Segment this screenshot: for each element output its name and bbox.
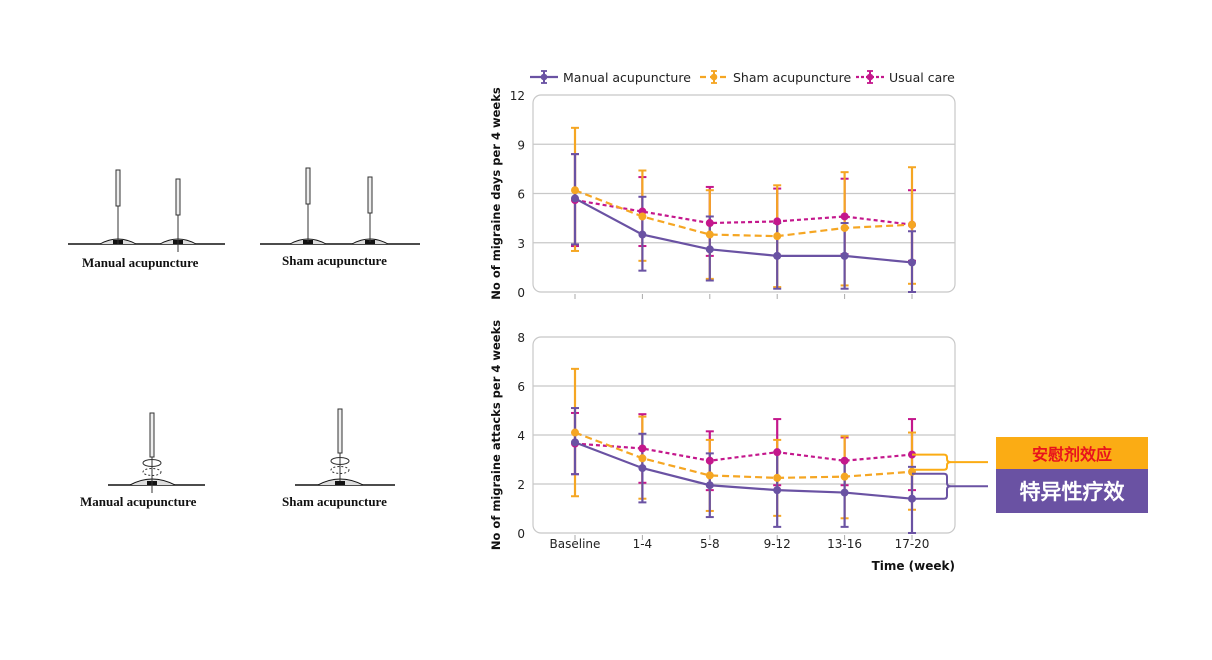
y-tick-label: 2 <box>517 478 525 492</box>
legend-marker <box>710 73 718 81</box>
data-point <box>571 186 579 195</box>
chart-legend: Manual acupuncture Sham acupuncture Usual … <box>530 70 955 85</box>
data-point <box>571 438 579 447</box>
y-tick-label: 6 <box>517 188 525 202</box>
data-point <box>705 456 714 465</box>
legend-label: Usual care <box>889 70 955 85</box>
data-point <box>638 212 647 221</box>
data-point <box>705 481 714 490</box>
data-point <box>773 486 782 495</box>
data-point <box>840 472 849 481</box>
x-axis-label: Time (week) <box>872 559 955 573</box>
y-axis-label: No of migraine attacks per 4 weeks <box>489 320 503 550</box>
data-point <box>773 473 782 482</box>
specific-effect-label: 特异性疗效 <box>996 469 1148 513</box>
y-tick-label: 0 <box>517 286 525 300</box>
illustration-manual-double-needle <box>68 169 225 252</box>
data-point <box>773 217 782 226</box>
data-point <box>908 220 916 229</box>
x-tick-label: Baseline <box>550 537 601 551</box>
data-point <box>773 448 782 457</box>
illustration-sham-double-needle <box>260 167 420 245</box>
data-point <box>840 223 849 232</box>
data-point <box>840 488 849 497</box>
data-point <box>908 258 916 267</box>
data-point <box>705 471 714 480</box>
illustration-label: Sham acupuncture <box>282 253 387 268</box>
migraine-days-chart: 0 3 6 9 12 No of migraine days per 4 weeks <box>489 87 956 300</box>
y-tick-label: 8 <box>517 331 525 345</box>
data-point <box>638 464 647 473</box>
data-point <box>705 230 714 239</box>
y-tick-label: 4 <box>517 429 525 443</box>
illustration-manual-rotation-needle <box>108 412 205 493</box>
x-tick-label: 9-12 <box>764 537 791 551</box>
data-point <box>638 444 647 453</box>
series-line-manual-acupuncture <box>574 197 913 264</box>
series-line-usual-care <box>574 198 913 226</box>
data-point <box>705 219 714 228</box>
data-point <box>705 245 714 254</box>
migraine-attacks-chart: 0 2 4 6 8 Baseline 1-4 5-8 9-12 13-16 17-20 No of m… <box>489 320 956 573</box>
series-line-manual-acupuncture <box>574 441 913 500</box>
y-tick-label: 0 <box>517 527 525 541</box>
x-tick-label: 1-4 <box>633 537 653 551</box>
data-point <box>638 230 647 239</box>
y-tick-label: 12 <box>510 89 525 103</box>
placebo-bracket <box>912 453 988 471</box>
illustration-label: Manual acupuncture <box>80 494 197 509</box>
series-line-sham-acupuncture <box>574 431 913 479</box>
y-axis-label: No of migraine days per 4 weeks <box>489 87 503 300</box>
data-point <box>840 212 849 221</box>
data-point <box>840 456 849 465</box>
legend-label: Sham acupuncture <box>733 70 851 85</box>
data-point <box>773 232 782 241</box>
y-tick-label: 6 <box>517 380 525 394</box>
legend-marker <box>540 73 548 81</box>
y-tick-label: 9 <box>517 138 525 152</box>
series-line-usual-care <box>574 442 913 462</box>
legend-marker <box>866 73 874 81</box>
illustration-label: Manual acupuncture <box>82 255 199 270</box>
x-tick-label: 5-8 <box>700 537 720 551</box>
data-point <box>773 251 782 260</box>
illustration-label: Sham acupuncture <box>282 494 387 509</box>
data-point <box>571 194 579 203</box>
illustration-sham-rotation-needle <box>295 408 395 486</box>
x-tick-label: 13-16 <box>827 537 862 551</box>
series-line-sham-acupuncture <box>574 189 913 238</box>
specific-bracket <box>912 472 988 500</box>
y-tick-label: 3 <box>517 237 525 251</box>
data-point <box>840 251 849 260</box>
placebo-effect-label: 安慰剂效应 <box>996 437 1148 469</box>
x-tick-label: 17-20 <box>895 537 930 551</box>
data-point <box>571 428 579 437</box>
legend-label: Manual acupuncture <box>563 70 691 85</box>
data-point <box>638 454 647 463</box>
effect-brackets <box>912 453 988 500</box>
